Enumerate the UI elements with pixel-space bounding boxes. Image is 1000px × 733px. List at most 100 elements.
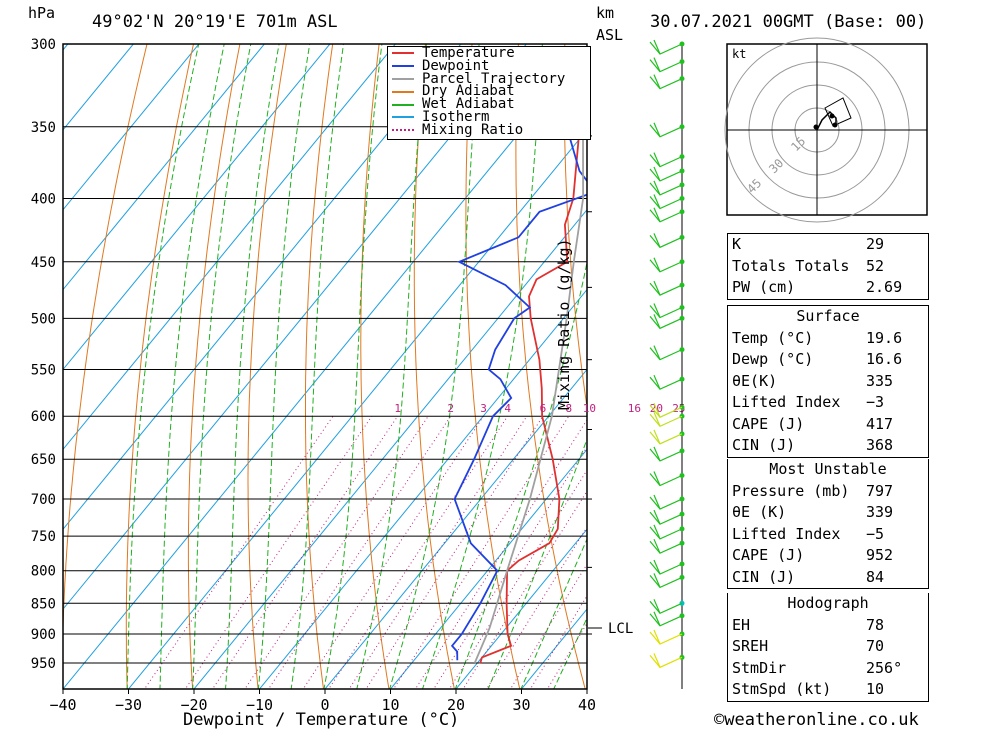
pressure-tick-label: 800 (31, 564, 56, 580)
mixing-ratio-label: 2 (447, 402, 454, 415)
mixing-ratio-line (184, 415, 373, 689)
mixing-ratio-label: 6 (540, 402, 547, 415)
legend-item: Temperature (388, 46, 590, 60)
lcl-label: LCL (608, 621, 633, 637)
tt-value: 52 (866, 256, 885, 275)
x-tick-label: −40 (49, 696, 76, 714)
dry-adiabat-line (515, 44, 586, 689)
mu-cin-row: CIN (J) 84 (728, 567, 928, 589)
legend-label: Dewpoint (422, 57, 490, 74)
legend-swatch (392, 77, 414, 80)
mu-pressure-label: Pressure (mb) (732, 481, 850, 500)
surface-dewp-value: 16.6 (866, 350, 903, 368)
isotherm-line (193, 208, 587, 689)
wind-barb (649, 303, 685, 319)
surface-li-row: Lifted Index −3 (728, 392, 928, 414)
mu-cape-value: 952 (866, 546, 894, 564)
wind-barb (649, 233, 685, 249)
pw-value: 2.69 (866, 278, 903, 296)
surface-temp-row: Temp (°C) 19.6 (728, 328, 928, 350)
wet-adiabat-line (389, 44, 480, 689)
mu-theta-value: 339 (866, 503, 894, 521)
wet-adiabat-line (422, 44, 543, 689)
hodograph-trace (816, 110, 837, 131)
dry-adiabat-line (247, 44, 287, 689)
mu-theta-label: θE (K) (732, 503, 787, 521)
wind-barb (649, 494, 685, 510)
legend-swatch (392, 103, 414, 106)
legend-item: Mixing Ratio (388, 123, 590, 137)
x-tick-label: 0 (320, 696, 329, 714)
asl-unit: ASL (596, 26, 624, 44)
surface-theta-value: 335 (866, 371, 894, 390)
wind-barb (649, 559, 685, 575)
pressure-tick-label: 500 (31, 311, 56, 327)
isotherm-line (63, 44, 200, 211)
stmdir-value: 256° (866, 658, 903, 677)
credit-text: ©weatheronline.co.uk (714, 710, 919, 730)
pressure-tick-label: 700 (31, 492, 56, 508)
wet-adiabat-line (192, 44, 252, 689)
mixing-ratio-line (302, 415, 484, 689)
wind-barb (649, 402, 685, 418)
mu-theta-row: θE (K) 339 (728, 502, 928, 524)
legend-label: Isotherm (422, 108, 490, 125)
wind-barb (649, 412, 685, 427)
pressure-tick-label: 750 (31, 529, 56, 545)
wind-barb (649, 207, 685, 223)
mixing-ratio-label: 8 (565, 402, 572, 415)
dry-adiabat-line (563, 44, 587, 410)
pressure-tick-label: 950 (31, 656, 56, 672)
surface-theta-label: θE(K) (732, 371, 778, 390)
isotherm-line (63, 44, 331, 371)
legend-label: Wet Adiabat (422, 96, 515, 113)
wind-barb (649, 538, 685, 554)
hodograph-point (829, 113, 835, 119)
wind-barb (649, 374, 685, 390)
mu-li-label: Lifted Index (732, 524, 841, 543)
surface-li-value: −3 (866, 393, 885, 411)
pressure-tick-label: 850 (31, 596, 56, 612)
mu-cin-value: 84 (866, 567, 885, 586)
wet-adiabat-line (159, 44, 225, 689)
x-tick-label: −10 (246, 696, 273, 714)
wet-adiabat-line (225, 44, 280, 689)
wind-barb (649, 152, 685, 168)
pressure-tick-label: 350 (31, 120, 56, 136)
mu-pressure-row: Pressure (mb) 797 (728, 481, 928, 503)
surface-temp-label: Temp (°C) (732, 328, 814, 347)
x-tick-label: −20 (180, 696, 207, 714)
legend-label: Dry Adiabat (422, 83, 515, 100)
series-temperature (479, 50, 587, 664)
wind-barb (649, 429, 685, 445)
wet-adiabat-line (520, 537, 587, 689)
wet-adiabat-line (553, 616, 587, 689)
hodograph-point (832, 122, 838, 128)
x-tick-label: 30 (512, 696, 530, 714)
sreh-row: SREH 70 (728, 636, 928, 658)
pressure-tick-label: 400 (31, 191, 56, 207)
pressure-tick-label: 600 (31, 409, 56, 425)
dry-adiabat-line (125, 44, 195, 689)
mu-pressure-value: 797 (866, 481, 894, 500)
isotherm-line (63, 44, 462, 531)
pressure-tick-label: 550 (31, 363, 56, 379)
wind-barb (649, 446, 685, 462)
stmspd-value: 10 (866, 680, 885, 698)
wet-adiabat-line (290, 44, 345, 689)
wind-barb (649, 524, 685, 540)
wind-barb (649, 599, 685, 615)
totals-row: Totals Totals 52 (728, 256, 928, 278)
surface-cape-value: 417 (866, 414, 894, 433)
dry-adiabat-line (465, 44, 521, 689)
dry-adiabat-line (187, 44, 241, 689)
wind-barb (649, 194, 685, 210)
legend-swatch (392, 116, 414, 119)
surface-dewp-label: Dewp (°C) (732, 350, 814, 368)
legend-item: Dewpoint (388, 57, 590, 74)
wind-barb (649, 122, 685, 138)
legend-swatch (392, 52, 414, 55)
dry-adiabat-line (360, 44, 390, 689)
stmspd-label: StmSpd (kt) (732, 680, 832, 698)
surface-title: Surface (796, 307, 860, 325)
